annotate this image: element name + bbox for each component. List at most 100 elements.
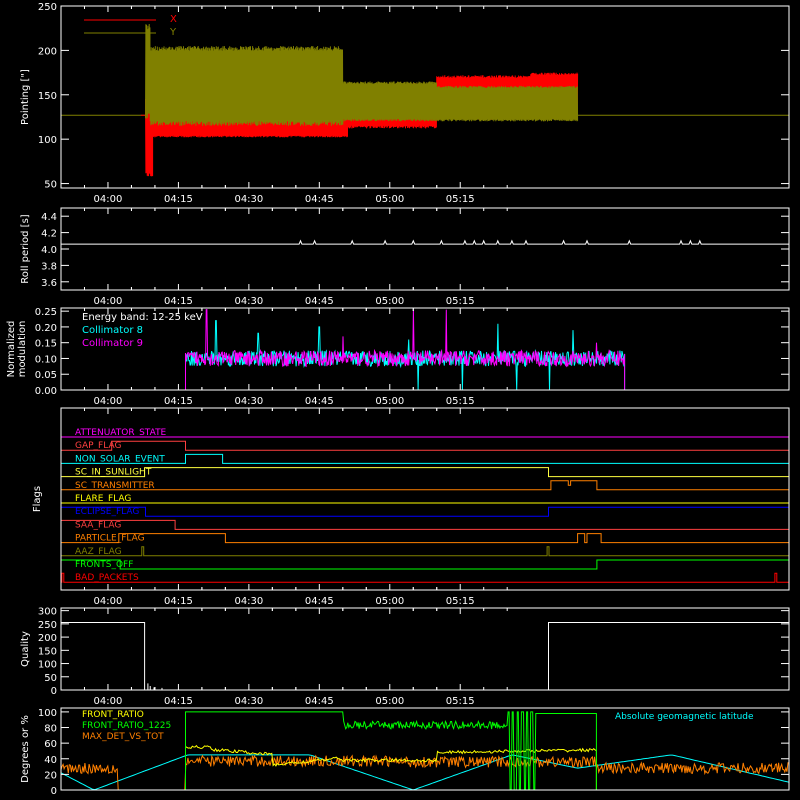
x-tick-label: 05:00	[375, 696, 404, 707]
roll-period-series	[61, 239, 789, 245]
roll-y-axis: 3.6 3.8 4.0 4.2 4.4	[41, 212, 789, 289]
flag-line	[61, 533, 789, 544]
pointing-y-axis: 50 100 150 200 250	[38, 2, 789, 191]
flag-label: SC_IN_SUNLIGHT	[75, 468, 152, 478]
ratios-legend-label: FRONT_RATIO_1225	[82, 721, 171, 731]
quality-frame	[60, 607, 790, 691]
flag-line	[61, 559, 789, 570]
y-tick-label: 300	[38, 607, 57, 618]
x-tick-label: 05:15	[446, 696, 475, 707]
x-tick-label: 05:15	[446, 396, 475, 407]
x-tick-label: 04:45	[305, 194, 334, 205]
x-tick-label: 04:45	[305, 396, 334, 407]
x-tick-label: 04:30	[234, 696, 263, 707]
y-tick-label: 250	[38, 2, 57, 13]
y-tick-label: 20	[44, 770, 57, 781]
modulation-energy-annotation: Energy band: 12-25 keV	[82, 312, 203, 323]
y-tick-label: 3.6	[41, 278, 57, 289]
flag-line	[61, 440, 789, 451]
flag-label: NON_SOLAR_EVENT	[75, 454, 165, 464]
flag-line	[61, 453, 789, 464]
flag-label: FRONTS_OFF	[75, 560, 133, 570]
pointing-panel: 50 100 150 200 250 04:00 04:15 04:30 04:45 05:00…	[20, 2, 790, 205]
quality-y-label: Quality	[20, 631, 31, 667]
flags-x-axis: 04:00 04:15 04:30 04:45 05:00 05:15	[83, 408, 508, 607]
ratios-panel: 0 20 40 60 80 100 Degrees or % FRONT_RATIOFRO…	[20, 707, 790, 797]
y-tick-label: 0	[51, 686, 57, 697]
modulation-series-collimator-9	[61, 309, 789, 391]
roll-panel: 3.6 3.8 4.0 4.2 4.4 04:00 04:15 04:30 04:45 05:0…	[20, 207, 790, 307]
flag-label: ECLIPSE_FLAG	[75, 507, 139, 517]
y-tick-label: 0.15	[35, 339, 57, 350]
y-tick-label: 200	[38, 633, 57, 644]
y-tick-label: 4.0	[41, 245, 57, 256]
quality-x-axis: 04:00 04:15 04:30 04:45 05:00 05:15	[83, 608, 508, 707]
y-tick-label: 100	[38, 135, 57, 146]
ratios-legend-label: FRONT_RATIO	[82, 710, 144, 720]
modulation-y-label: Normalized	[6, 321, 17, 378]
x-tick-label: 04:00	[94, 696, 123, 707]
x-tick-label: 05:15	[446, 596, 475, 607]
flag-line	[61, 467, 789, 478]
flag-label: BAD_PACKETS	[75, 573, 139, 583]
x-tick-label: 05:15	[446, 296, 475, 307]
modulation-panel: 0.00 0.05 0.10 0.15 0.20 0.25 04:00 04:15 04:30…	[6, 307, 790, 407]
x-tick-label: 04:45	[305, 696, 334, 707]
y-tick-label: 0.00	[35, 386, 57, 397]
x-tick-label: 05:00	[375, 396, 404, 407]
roll-y-label: Roll period [s]	[20, 214, 31, 283]
pointing-legend-label: X	[170, 14, 177, 25]
x-tick-label: 04:30	[234, 396, 263, 407]
modulation-legend-label: Collimator 9	[82, 338, 143, 349]
y-tick-label: 0.20	[35, 323, 57, 334]
y-tick-label: 150	[38, 646, 57, 657]
x-tick-label: 04:30	[234, 596, 263, 607]
y-tick-label: 60	[44, 739, 57, 750]
y-tick-label: 100	[38, 708, 57, 719]
flag-line	[61, 546, 789, 557]
ratios-legend: FRONT_RATIOFRONT_RATIO_1225MAX_DET_VS_TO…	[82, 710, 754, 742]
ratios-y-axis: 0 20 40 60 80 100	[38, 708, 789, 797]
y-tick-label: 250	[38, 620, 57, 631]
flag-line	[61, 519, 789, 530]
pointing-y-series	[145, 23, 579, 126]
x-tick-label: 04:30	[234, 296, 263, 307]
roll-x-axis: 04:00 04:15 04:30 04:45 05:00 05:15	[83, 208, 508, 307]
modulation-x-axis: 04:00 04:15 04:30 04:45 05:00 05:15	[83, 308, 508, 407]
y-tick-label: 3.8	[41, 261, 57, 272]
geomagnetic-latitude-series	[60, 754, 790, 791]
flag-label: ATTENUATOR_STATE	[75, 428, 167, 438]
x-tick-label: 04:15	[164, 296, 193, 307]
y-tick-label: 0.25	[35, 307, 57, 318]
ratios-legend-label: MAX_DET_VS_TOT	[82, 732, 164, 742]
x-tick-label: 04:00	[94, 296, 123, 307]
flag-line	[61, 506, 789, 517]
x-tick-label: 05:15	[446, 194, 475, 205]
ratios-legend-label-geomag: Absolute geomagnetic latitude	[615, 712, 754, 722]
modulation-legend: Collimator 8 Collimator 9	[82, 325, 143, 349]
y-tick-label: 100	[38, 660, 57, 671]
y-tick-label: 50	[44, 673, 57, 684]
flag-label: PARTICLE_FLAG	[75, 534, 145, 544]
x-tick-label: 04:15	[164, 596, 193, 607]
modulation-frame	[60, 307, 790, 391]
x-tick-label: 04:15	[164, 396, 193, 407]
x-tick-label: 04:00	[94, 396, 123, 407]
flag-label: AAZ_FLAG	[75, 547, 122, 557]
flag-label: FLARE_FLAG	[75, 494, 131, 504]
x-tick-label: 04:00	[94, 596, 123, 607]
modulation-marks	[61, 309, 789, 391]
flags-y-label: Flags	[32, 486, 43, 512]
flags-panel: ATTENUATOR_STATE GAP_FLAG NON_SOLAR_EVENT S…	[32, 407, 790, 607]
pointing-legend: XY	[84, 14, 177, 38]
y-tick-label: 150	[38, 91, 57, 102]
x-tick-label: 05:00	[375, 194, 404, 205]
flag-line	[61, 572, 789, 583]
pointing-x-axis: 04:00 04:15 04:30 04:45 05:00 05:15	[83, 6, 508, 205]
ratios-y-label: Degrees or %	[20, 715, 31, 783]
flags-marks: ATTENUATOR_STATE GAP_FLAG NON_SOLAR_EVENT S…	[61, 428, 789, 583]
x-tick-label: 05:00	[375, 296, 404, 307]
